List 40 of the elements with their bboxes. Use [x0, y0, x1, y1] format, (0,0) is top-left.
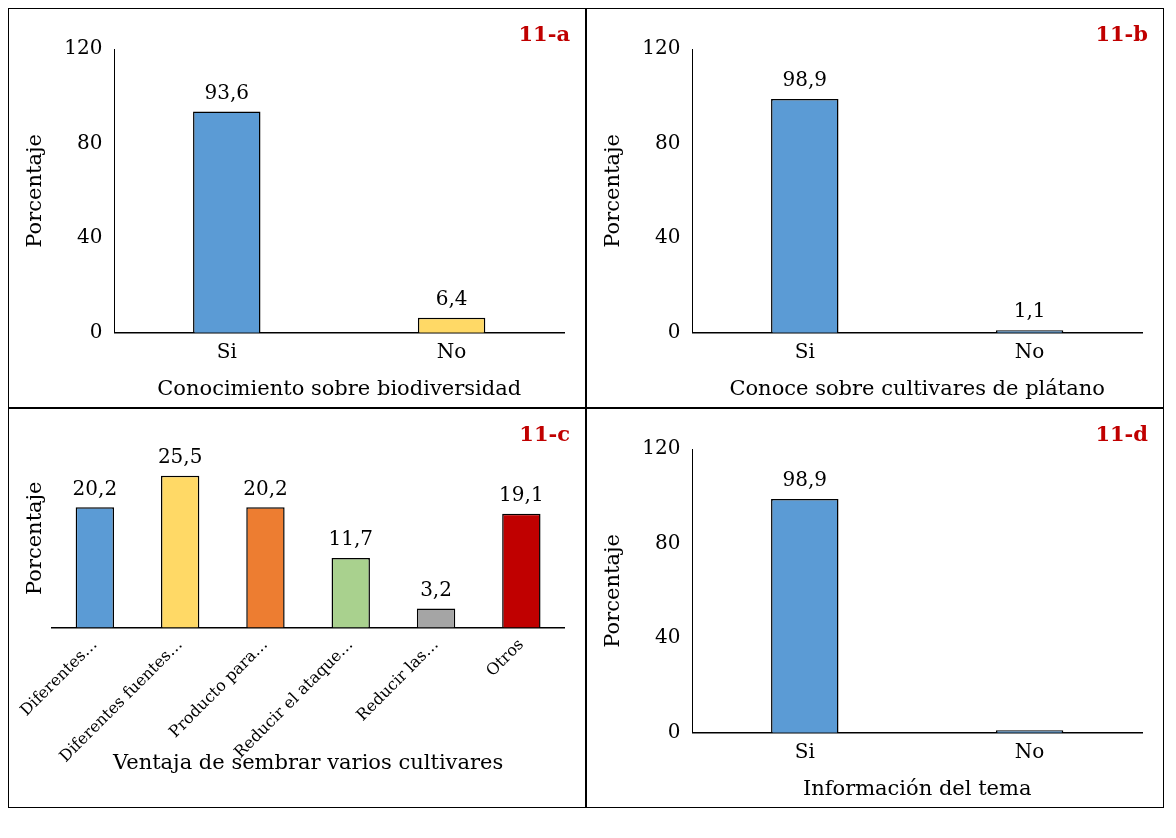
- y-tick-label: 80: [654, 529, 681, 554]
- text: 11-b: [1095, 20, 1148, 46]
- data-label: 93,6: [204, 79, 250, 104]
- y-tick-label: 0: [667, 719, 681, 743]
- data-label: 1,1: [1013, 298, 1046, 323]
- y-tick-label: 40: [654, 224, 681, 249]
- x-tick-label: No: [436, 339, 467, 363]
- x-tick-label: Si: [794, 339, 815, 363]
- y-axis-title: Porcentaje: [22, 134, 47, 248]
- data-label: 98,9: [782, 67, 828, 92]
- y-tick-label: 0: [89, 319, 103, 343]
- y-tick-label: 80: [76, 129, 103, 154]
- x-tick-label: Si: [216, 339, 237, 363]
- x-tick-label: Si: [794, 739, 815, 763]
- x-axis-title: Conocimiento sobre biodiversidad: [157, 375, 522, 400]
- y-tick-label: 80: [654, 129, 681, 154]
- y-axis-title: Porcentaje: [22, 481, 47, 596]
- x-tick-label: No: [1014, 739, 1045, 763]
- text: 11-c: [519, 420, 570, 446]
- y-tick-label: 120: [642, 435, 681, 460]
- data-label: 25,5: [157, 443, 203, 468]
- y-axis-title: Porcentaje: [600, 134, 625, 248]
- y-tick-label: 40: [654, 624, 681, 649]
- data-label: 20,2: [72, 475, 118, 500]
- data-label: 98,9: [782, 467, 828, 492]
- y-tick-label: 40: [76, 224, 103, 249]
- x-tick-label: No: [1014, 339, 1045, 363]
- text: 11-d: [1095, 420, 1149, 446]
- x-axis-title: Conoce sobre cultivares de plátano: [729, 375, 1105, 400]
- data-label: 3,2: [420, 576, 452, 601]
- data-label: 19,1: [499, 482, 544, 507]
- x-axis-title: Información del tema: [802, 775, 1032, 800]
- y-tick-label: 0: [667, 319, 681, 343]
- data-label: 11,7: [328, 526, 374, 551]
- data-label: 20,2: [243, 475, 288, 500]
- y-tick-label: 120: [642, 35, 681, 60]
- y-axis-title: Porcentaje: [600, 534, 625, 648]
- data-label: 6,4: [435, 285, 468, 310]
- y-tick-label: 120: [64, 35, 103, 60]
- text: 11-a: [518, 20, 571, 46]
